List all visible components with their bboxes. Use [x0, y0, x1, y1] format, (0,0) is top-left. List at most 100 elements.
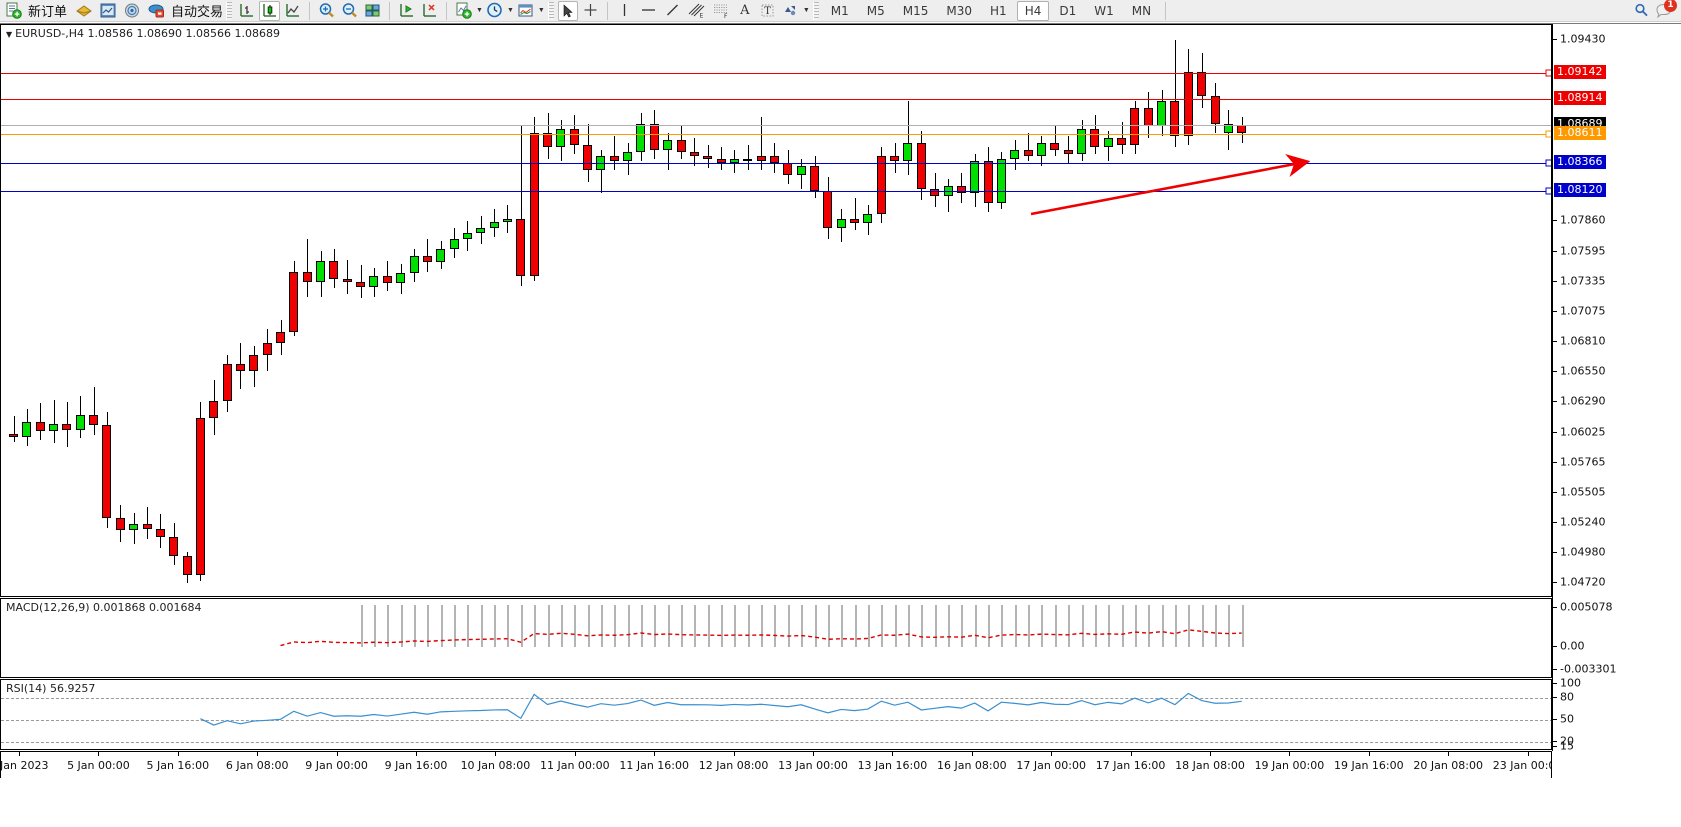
horizontal-line-icon [641, 9, 655, 11]
support-price-chip[interactable]: 1.08366 [1554, 154, 1606, 169]
market-icon [148, 4, 165, 18]
toolbar-divider-4 [606, 1, 608, 20]
templates-dropdown-arrow[interactable]: ▼ [537, 6, 545, 14]
timeframe-m5[interactable]: M5 [866, 3, 885, 18]
price-axis[interactable]: 1.09430 1.07860 1.07595 1.07335 1.07075 1.068… [1552, 24, 1681, 752]
expert-advisor-button[interactable] [73, 1, 95, 21]
trendline-tool-button[interactable] [662, 1, 683, 21]
price-axis-tick-label: 1.06290 [1560, 394, 1606, 408]
market-button[interactable] [145, 1, 167, 21]
macd-histogram-bar [1148, 605, 1151, 647]
zoom-in-button[interactable] [316, 1, 337, 21]
vertical-line-tool-button[interactable] [614, 1, 635, 21]
horizontal-line-tool-button[interactable] [637, 1, 660, 21]
indicators-dropdown-arrow[interactable]: ▼ [476, 6, 483, 14]
support-price-chip[interactable]: 1.08120 [1554, 183, 1606, 198]
price-level-handle[interactable] [1545, 69, 1551, 77]
rsi-pane[interactable]: RSI(14) 56.9257 [0, 679, 1552, 750]
collapse-caret-icon[interactable]: ▼ [6, 30, 13, 39]
time-axis-tick-label: 17 Jan 00:00 [1016, 759, 1087, 772]
rsi-level-line [1, 698, 1551, 700]
price-level-handle[interactable] [1545, 159, 1551, 167]
price-level-line[interactable] [1, 73, 1551, 75]
rsi-axis-tick [1553, 697, 1557, 699]
new-order-button[interactable] [3, 1, 24, 21]
time-axis[interactable]: 4 Jan 2023 5 Jan 00:00 5 Jan 16:00 6 Jan 08… [0, 751, 1552, 778]
timeframe-m30[interactable]: M30 [946, 3, 973, 18]
price-axis-tick [1553, 552, 1557, 554]
candle-wick [1054, 126, 1056, 157]
price-chart-pane[interactable]: ▼ EURUSD-,H4 1.08586 1.08690 1.08566 1.08… [0, 24, 1552, 597]
price-level-line[interactable] [1, 191, 1551, 193]
macd-histogram-bar [1108, 605, 1111, 647]
period-dropdown-arrow[interactable]: ▼ [506, 6, 514, 14]
tile-windows-button[interactable] [362, 1, 383, 21]
candle-body [1036, 142, 1046, 157]
price-axis-tick [1553, 461, 1557, 463]
macd-pane[interactable]: MACD(12,26,9) 0.001868 0.001684 [0, 598, 1552, 678]
search-button[interactable] [1631, 1, 1652, 21]
equidistant-channel-button[interactable]: E [685, 1, 708, 21]
svg-text:T: T [764, 6, 771, 17]
macd-histogram-bar [734, 605, 737, 647]
macd-histogram-bar [1188, 605, 1191, 647]
price-level-handle[interactable] [1545, 187, 1551, 195]
text-tool-button[interactable]: A [735, 1, 755, 21]
rsi-axis-tick-label: 100 [1560, 676, 1581, 690]
candle-body [155, 528, 165, 537]
macd-histogram-bar [681, 605, 683, 647]
arrows-dropdown-arrow[interactable]: ▼ [802, 6, 810, 14]
cursor-tool-button[interactable] [557, 0, 578, 21]
price-level-handle[interactable] [1545, 130, 1551, 138]
candle-body [356, 282, 366, 287]
resistance-price-chip[interactable]: 1.08914 [1554, 91, 1606, 106]
arrows-tool-button[interactable] [780, 1, 801, 21]
price-axis-tick [1553, 371, 1557, 373]
candle-body [502, 218, 512, 223]
timeframe-h4[interactable]: H4 [1016, 0, 1050, 21]
candle-body [9, 433, 18, 438]
price-level-line[interactable] [1, 134, 1551, 136]
candle-body [209, 400, 219, 419]
auto-scroll-button[interactable] [419, 1, 440, 21]
timeframe-mn[interactable]: MN [1131, 3, 1152, 18]
line-chart-button[interactable] [282, 1, 303, 21]
auto-trading-label[interactable]: 自动交易 [171, 5, 224, 20]
auto-scroll-icon [423, 4, 437, 17]
chart-shift-button[interactable] [396, 1, 417, 21]
timeframe-h1[interactable]: H1 [990, 3, 1007, 18]
timeframe-m1[interactable]: M1 [830, 3, 849, 18]
text-label-tool-button[interactable]: T [757, 1, 778, 21]
macd-histogram-bar [894, 605, 897, 647]
templates-button[interactable] [515, 1, 536, 21]
line-chart-icon [286, 4, 300, 17]
zoom-out-button[interactable] [339, 1, 360, 21]
market-watch-button[interactable] [97, 1, 119, 21]
candle-body [930, 188, 940, 196]
crosshair-tool-button[interactable] [580, 1, 601, 21]
notifications-button[interactable]: 1 [1653, 0, 1677, 20]
candle-wick [854, 197, 856, 231]
chart-window[interactable]: ▼ EURUSD-,H4 1.08586 1.08690 1.08566 1.08… [0, 23, 1681, 827]
macd-histogram-bar [574, 605, 577, 647]
indicators-button[interactable] [453, 1, 474, 21]
period-button[interactable] [484, 1, 505, 21]
signals-button[interactable] [121, 1, 143, 21]
resistance-price-chip[interactable]: 1.09142 [1554, 65, 1606, 80]
time-axis-tick [1289, 752, 1291, 756]
candle-body [623, 151, 633, 162]
entry-price-chip[interactable]: 1.08611 [1554, 126, 1606, 141]
new-order-label[interactable]: 新订单 [28, 5, 68, 20]
timeframe-m15[interactable]: M15 [902, 3, 929, 18]
timeframe-w1[interactable]: W1 [1094, 3, 1114, 18]
bar-chart-button[interactable] [236, 1, 257, 21]
timeframe-d1[interactable]: D1 [1059, 3, 1077, 18]
price-level-line[interactable] [1, 99, 1551, 101]
price-level-line[interactable] [1, 162, 1551, 164]
fibonacci-tool-button[interactable]: F [710, 1, 733, 21]
macd-histogram-bar [454, 605, 457, 647]
candle-body [516, 218, 526, 277]
macd-histogram-bar [1041, 605, 1044, 647]
candlestick-chart-button[interactable] [259, 0, 281, 21]
candle-body [182, 556, 192, 575]
